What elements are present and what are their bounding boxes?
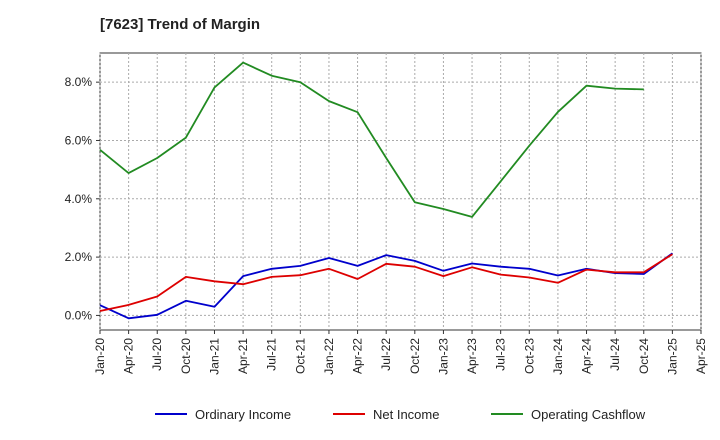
x-tick-label: Jul-23 [494,338,508,371]
ordinary-income-line [99,252,673,320]
x-tick-label: Apr-22 [351,338,365,374]
x-tick-label: Oct-22 [408,338,422,374]
x-tick-label: Apr-25 [694,338,708,374]
x-tick-label: Apr-20 [122,338,136,374]
legend-label-ordinary-income: Ordinary Income [195,407,291,422]
x-tick-label: Jul-20 [150,338,164,371]
x-tick-label: Jul-24 [608,338,622,371]
x-tick-label: Oct-20 [179,338,193,374]
legend-label-operating-cashflow: Operating Cashflow [531,407,646,422]
x-tick-label: Apr-24 [580,338,594,374]
legend-label-net-income: Net Income [373,407,439,422]
x-tick-label: Oct-23 [522,338,536,374]
x-tick-label: Jan-20 [93,338,107,375]
x-tick-label: Apr-21 [236,338,250,374]
x-tick-label: Jan-23 [436,338,450,375]
x-tick-label: Jan-21 [207,338,221,375]
x-tick-label: Jan-22 [322,338,336,375]
x-tick-label: Oct-24 [637,338,651,374]
y-tick-label: 6.0% [65,133,93,147]
x-tick-label: Apr-23 [465,338,479,374]
chart-title: [7623] Trend of Margin [100,16,261,33]
x-tick-label: Jan-24 [551,338,565,375]
plot-area [99,52,702,331]
y-tick-label: 4.0% [65,192,93,206]
y-tick-label: 2.0% [65,250,93,264]
x-tick-label: Jul-22 [379,338,393,371]
x-tick-label: Oct-21 [293,338,307,374]
y-tick-label: 0.0% [65,308,93,322]
operating-cashflow-line [99,61,644,218]
net-income-line [99,253,673,312]
x-tick-label: Jan-25 [665,338,679,375]
x-tick-label: Jul-21 [265,338,279,371]
y-tick-label: 8.0% [65,75,93,89]
